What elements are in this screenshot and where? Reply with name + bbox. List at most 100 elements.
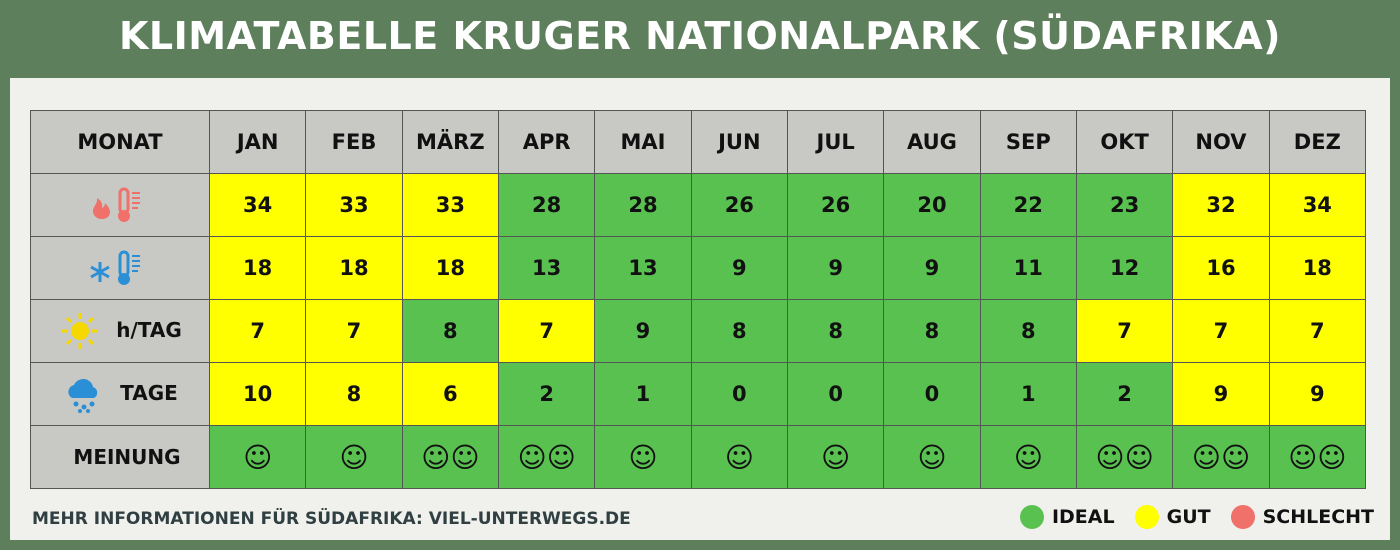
legend-item: IDEAL [1019, 505, 1115, 529]
cell: 9 [786, 236, 885, 300]
legend-label: GUT [1166, 506, 1211, 528]
cell: 28 [497, 173, 596, 237]
header-row: MONAT JAN FEB MÄRZ APR MAI JUN JUL AUG SEP OKT NOV D… [30, 110, 1367, 174]
month-label: AUG [883, 110, 981, 174]
row-label: TAGE [30, 362, 210, 426]
legend-swatch [1230, 505, 1255, 529]
title: KLIMATABELLE KRUGER NATIONALPARK (SÜDAFR… [118, 14, 1282, 58]
legend: IDEAL GUT SCHLECHT [1019, 505, 1374, 529]
cell: 13 [594, 236, 692, 300]
cell: 33 [305, 173, 403, 237]
cell: 32 [1172, 173, 1270, 237]
row-label: h/TAG [30, 299, 210, 363]
month-label: DEZ [1268, 110, 1367, 174]
cell: 8 [883, 299, 981, 363]
cell: 9 [1172, 362, 1270, 426]
cell: 12 [1075, 236, 1174, 300]
cell: 10 [208, 362, 307, 426]
cell: 2 [1075, 362, 1174, 426]
cell: 9 [883, 236, 981, 300]
cell: 7 [497, 299, 596, 363]
cell: 8 [401, 299, 499, 363]
row-label: MEINUNG [30, 425, 210, 489]
cell: 11 [979, 236, 1077, 300]
month-label: NOV [1172, 110, 1270, 174]
cell: 13 [497, 236, 596, 300]
legend-label: SCHLECHT [1262, 506, 1374, 528]
cell: ☺ [594, 425, 692, 489]
cell: 23 [1075, 173, 1174, 237]
cell: 28 [594, 173, 692, 237]
cell: ☺☺ [1075, 425, 1174, 489]
cell: ☺ [690, 425, 788, 489]
cell: 26 [786, 173, 885, 237]
legend-swatch [1019, 505, 1044, 529]
cell: 1 [594, 362, 692, 426]
row-icon [80, 250, 160, 285]
row-icon [80, 187, 160, 222]
cell: 9 [1268, 362, 1367, 426]
cell: 8 [786, 299, 885, 363]
cell: 22 [979, 173, 1077, 237]
data-row: h/TAG 7 7 8 7 9 8 8 8 8 7 7 7 [30, 299, 1367, 363]
cell: 7 [305, 299, 403, 363]
row-label [30, 236, 210, 300]
corner-label: MONAT [30, 110, 210, 174]
cell: 8 [305, 362, 403, 426]
cell: ☺☺ [401, 425, 499, 489]
cell: ☺ [883, 425, 981, 489]
cell: 7 [1172, 299, 1270, 363]
cell: ☺☺ [1268, 425, 1367, 489]
cell: 0 [786, 362, 885, 426]
row-label-text: TAGE [120, 381, 178, 405]
month-label: FEB [305, 110, 403, 174]
climate-table: MONAT JAN FEB MÄRZ APR MAI JUN JUL AUG SEP OKT NOV D… [30, 110, 1367, 489]
cell: ☺ [305, 425, 403, 489]
cell: 16 [1172, 236, 1270, 300]
cell: 2 [497, 362, 596, 426]
cell: 1 [979, 362, 1077, 426]
row-label-text: MEINUNG [73, 445, 181, 469]
row-icon [62, 378, 106, 413]
cell: 20 [883, 173, 981, 237]
month-label: JUN [690, 110, 788, 174]
cell: ☺☺ [497, 425, 596, 489]
legend-item: GUT [1134, 505, 1211, 529]
cell: 18 [208, 236, 307, 300]
footer-text: MEHR INFORMATIONEN FÜR SÜDAFRIKA: VIEL-U… [32, 509, 631, 529]
cell: ☺ [979, 425, 1077, 489]
legend-item: SCHLECHT [1230, 505, 1374, 529]
cell: 18 [401, 236, 499, 300]
cell: 8 [690, 299, 788, 363]
data-row: 18 18 18 13 13 9 9 9 11 12 16 18 [30, 236, 1367, 300]
cell: ☺☺ [1172, 425, 1270, 489]
cell: 7 [208, 299, 307, 363]
month-label: APR [497, 110, 596, 174]
row-icon [58, 313, 102, 349]
row-label [30, 173, 210, 237]
month-label: MÄRZ [401, 110, 499, 174]
legend-swatch [1134, 505, 1159, 529]
cell: 34 [208, 173, 307, 237]
month-label: OKT [1075, 110, 1174, 174]
cell: 9 [594, 299, 692, 363]
month-label: JAN [208, 110, 307, 174]
month-label: JUL [786, 110, 885, 174]
cell: ☺ [208, 425, 307, 489]
cell: 18 [305, 236, 403, 300]
data-row: TAGE 10 8 6 2 1 0 0 0 1 2 9 9 [30, 362, 1367, 426]
cell: 0 [883, 362, 981, 426]
cell: 6 [401, 362, 499, 426]
data-row: MEINUNG ☺ ☺ ☺☺ ☺☺ ☺ ☺ ☺ ☺ ☺ ☺☺ ☺☺ ☺☺ [30, 425, 1367, 489]
cell: ☺ [786, 425, 885, 489]
row-label-text: h/TAG [116, 318, 182, 342]
cell: 7 [1268, 299, 1367, 363]
legend-label: IDEAL [1051, 506, 1115, 528]
cell: 18 [1268, 236, 1367, 300]
cell: 26 [690, 173, 788, 237]
cell: 9 [690, 236, 788, 300]
data-row: 34 33 33 28 28 26 26 20 22 23 32 34 [30, 173, 1367, 237]
cell: 8 [979, 299, 1077, 363]
cell: 33 [401, 173, 499, 237]
